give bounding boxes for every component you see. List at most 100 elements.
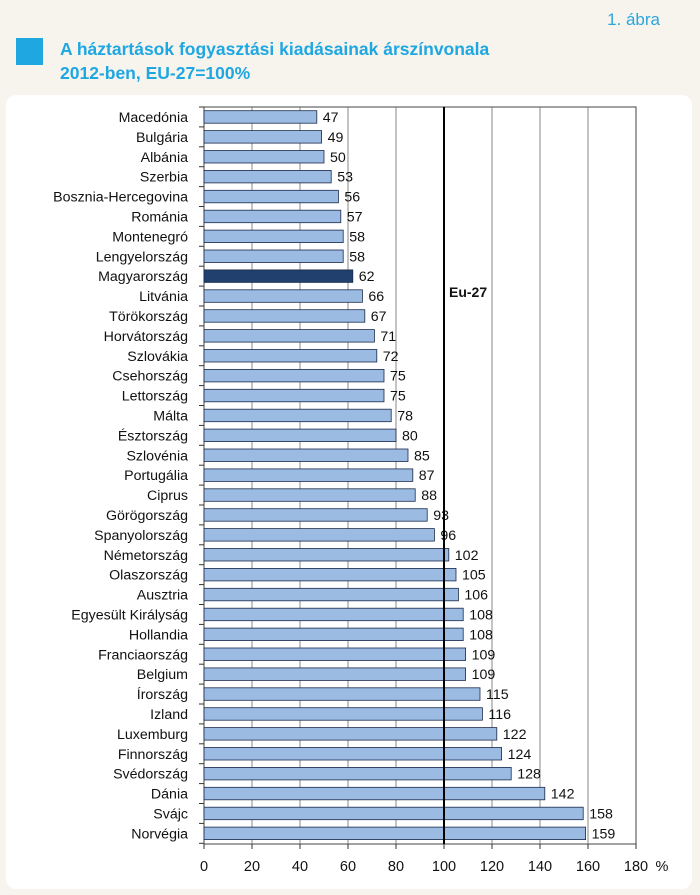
value-label: 58 — [349, 229, 365, 245]
value-label: 57 — [347, 209, 363, 225]
bar — [203, 767, 512, 781]
value-label: 105 — [462, 568, 486, 584]
category-label: Norvégia — [131, 826, 188, 842]
category-label: Szerbia — [140, 170, 188, 186]
bar — [203, 309, 366, 323]
bar — [203, 349, 378, 363]
figure-label: 1. ábra — [607, 10, 660, 29]
value-label: 109 — [472, 647, 496, 663]
value-label: 58 — [349, 249, 365, 265]
value-label: 93 — [433, 508, 449, 524]
category-label: Lettország — [122, 389, 188, 405]
category-label: Albánia — [141, 150, 188, 166]
category-label: Málta — [153, 408, 188, 424]
bar — [203, 647, 467, 661]
bar — [203, 607, 464, 622]
value-label: 47 — [323, 110, 339, 126]
category-label: Magyarország — [98, 269, 188, 285]
category-label: Szlovákia — [127, 349, 188, 365]
value-label: 124 — [508, 747, 532, 763]
value-label: 80 — [402, 428, 418, 444]
bar — [203, 130, 322, 144]
category-label: Románia — [131, 209, 188, 225]
bar — [203, 150, 325, 164]
value-label: 67 — [371, 309, 387, 325]
value-label: 122 — [503, 727, 527, 743]
bar — [203, 707, 483, 721]
category-label: Litvánia — [139, 289, 188, 305]
value-label: 53 — [337, 170, 353, 186]
value-label: 115 — [486, 687, 509, 703]
category-label: Lengyelország — [96, 249, 188, 265]
category-label: Spanyolország — [94, 528, 188, 544]
category-label: Finnország — [118, 747, 188, 763]
bar — [203, 687, 481, 701]
chart-title-line-2: 2012-ben, EU-27=100% — [60, 63, 251, 83]
category-label: Montenegró — [112, 229, 188, 245]
value-label: 85 — [414, 448, 430, 464]
bar — [203, 806, 584, 821]
category-label: Svájc — [153, 806, 188, 822]
bar — [203, 508, 428, 522]
value-label: 62 — [359, 269, 375, 285]
bar — [203, 289, 363, 303]
category-label: Szlovénia — [126, 448, 188, 464]
category-label: Ausztria — [137, 588, 188, 604]
bar — [203, 189, 339, 204]
value-label: 72 — [383, 349, 399, 365]
category-label: Portugália — [124, 468, 188, 484]
x-tick-label: 100 — [432, 859, 456, 875]
value-label: 142 — [551, 787, 575, 803]
value-label: 56 — [344, 190, 360, 206]
x-tick-label: 80 — [388, 859, 404, 875]
value-label: 75 — [390, 369, 406, 385]
value-label: 116 — [488, 707, 511, 723]
category-label: Egyesült Királyság — [71, 607, 188, 623]
bar — [203, 727, 498, 741]
bar — [203, 488, 416, 502]
value-label: 88 — [421, 488, 437, 504]
bar — [203, 468, 414, 482]
value-label: 87 — [419, 468, 435, 484]
category-label: Horvátország — [104, 329, 188, 345]
bar — [203, 329, 375, 343]
x-tick-label: 40 — [292, 859, 308, 875]
category-label: Luxemburg — [117, 727, 188, 743]
x-tick-label: 60 — [340, 859, 356, 875]
category-label: Ciprus — [147, 488, 188, 504]
value-label: 109 — [472, 667, 496, 683]
value-label: 49 — [328, 130, 344, 146]
value-label: 96 — [440, 528, 456, 544]
chart-title: A háztartások fogyasztási kiadásainak ár… — [60, 37, 580, 85]
x-tick-label: 20 — [244, 859, 260, 875]
title-marker — [16, 38, 43, 65]
value-label: 108 — [469, 607, 493, 623]
chart-title-line-1: A háztartások fogyasztási kiadásainak ár… — [60, 39, 490, 59]
value-label: 158 — [589, 806, 613, 822]
bar — [203, 209, 342, 224]
category-label: Franciaország — [98, 647, 188, 663]
value-label: 108 — [469, 627, 493, 643]
bar — [203, 786, 546, 801]
bar — [203, 408, 392, 423]
value-label: 128 — [517, 767, 541, 783]
bar — [203, 627, 464, 641]
x-tick-label: 140 — [528, 859, 552, 875]
category-label: Belgium — [137, 667, 188, 683]
category-label: Macedónia — [119, 110, 189, 126]
category-label: Írország — [137, 686, 188, 703]
category-label: Olaszország — [109, 568, 188, 584]
bar — [203, 388, 385, 403]
value-label: 75 — [390, 389, 406, 405]
category-label: Svédország — [113, 767, 188, 783]
category-label: Bosznia-Hercegovina — [53, 190, 188, 206]
value-label: 78 — [397, 408, 413, 424]
category-label: Izland — [150, 707, 188, 723]
bar — [203, 528, 435, 542]
x-axis-unit: % — [656, 859, 669, 875]
bar — [203, 747, 503, 761]
x-tick-label: 180 — [624, 859, 648, 875]
reference-line-label: Eu-27 — [449, 284, 487, 300]
value-label: 159 — [592, 826, 616, 842]
